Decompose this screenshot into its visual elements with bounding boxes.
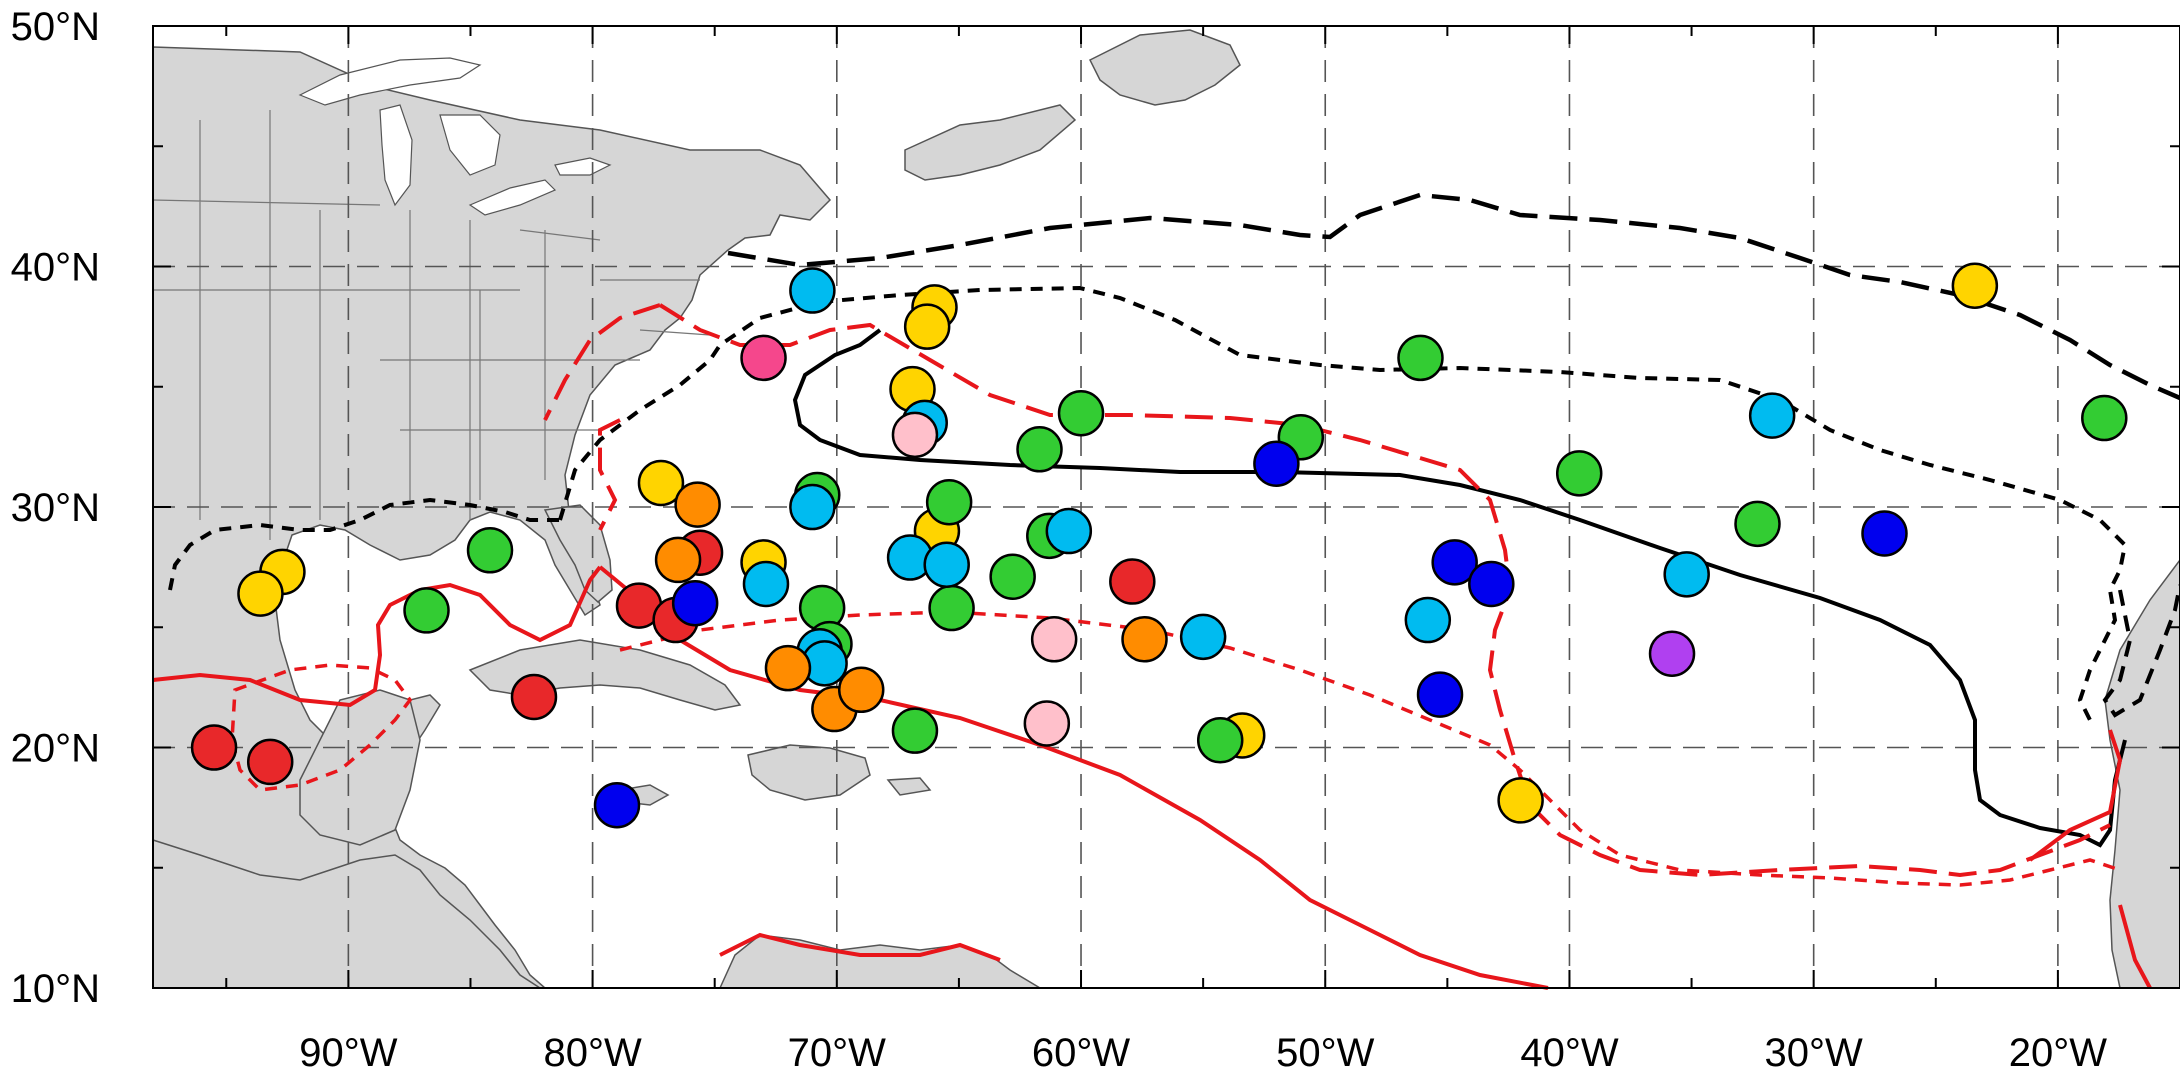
lake-superior bbox=[298, 57, 482, 106]
storm-marker bbox=[190, 724, 238, 771]
longitude-labels: 90°W 80°W 70°W 60°W 50°W 40°W 30°W 20°W bbox=[299, 1031, 2107, 1075]
graticule bbox=[153, 26, 2180, 988]
storm-marker bbox=[740, 334, 787, 382]
black-solid-ticker bbox=[2102, 584, 2180, 718]
florida-land bbox=[543, 504, 613, 604]
newfoundland-land bbox=[1088, 29, 1241, 106]
black-shortdash-contour bbox=[558, 285, 2128, 721]
red-longdash-contour-coast bbox=[543, 303, 661, 531]
lon-label: 70°W bbox=[788, 1031, 886, 1075]
red-solid-contour-gulf bbox=[152, 565, 602, 708]
storm-marker bbox=[789, 267, 836, 314]
lon-label: 50°W bbox=[1276, 1031, 1374, 1075]
black-longdash-contour bbox=[727, 192, 2180, 401]
storm-marker bbox=[246, 738, 294, 786]
storm-marker bbox=[671, 579, 719, 627]
lake-michigan bbox=[379, 104, 413, 207]
lat-label: 40°N bbox=[11, 246, 100, 290]
hispaniola-land bbox=[747, 744, 871, 801]
lake-ontario bbox=[554, 157, 612, 176]
red-solid-contour-south bbox=[719, 729, 2152, 989]
storm-marker bbox=[654, 536, 702, 584]
storm-marker bbox=[1431, 539, 1478, 586]
storm-marker bbox=[1030, 616, 1078, 663]
storm-marker bbox=[2081, 394, 2128, 442]
state-boundaries bbox=[152, 110, 711, 540]
storm-marker bbox=[1397, 334, 1444, 382]
storm-marker bbox=[923, 541, 970, 588]
storm-marker bbox=[1861, 510, 1908, 557]
storm-markers bbox=[190, 262, 2128, 829]
lon-label: 30°W bbox=[1765, 1031, 1863, 1075]
storm-marker bbox=[403, 587, 450, 634]
lake-huron bbox=[439, 114, 501, 176]
storm-marker bbox=[1253, 440, 1300, 487]
storm-marker bbox=[1663, 551, 1710, 598]
lat-label: 30°N bbox=[11, 486, 100, 530]
storm-marker bbox=[1748, 392, 1796, 439]
storm-marker bbox=[1023, 700, 1071, 747]
black-shortdash-contour-gulf bbox=[168, 497, 560, 591]
central-america-land bbox=[152, 838, 543, 989]
lat-label: 50°N bbox=[11, 5, 100, 49]
storm-marker bbox=[764, 644, 812, 692]
axis-ticks bbox=[153, 25, 2180, 989]
lon-label: 90°W bbox=[299, 1031, 397, 1075]
red-shortdash-contour bbox=[619, 610, 2121, 887]
storm-marker bbox=[1045, 507, 1093, 555]
storm-marker bbox=[1057, 389, 1105, 437]
red-solid-contour bbox=[598, 565, 1549, 990]
storm-marker bbox=[1734, 500, 1781, 548]
lon-label: 40°W bbox=[1520, 1031, 1618, 1075]
storm-marker bbox=[928, 584, 975, 632]
lon-label: 80°W bbox=[543, 1031, 641, 1075]
storm-marker bbox=[989, 553, 1036, 600]
latitude-labels: 50°N 40°N 30°N 20°N 10°N bbox=[11, 5, 100, 1011]
storm-marker bbox=[1648, 630, 1696, 677]
puerto-rico-land bbox=[886, 777, 932, 796]
storm-marker bbox=[1196, 717, 1244, 764]
storm-marker bbox=[1555, 450, 1603, 497]
storm-marker bbox=[637, 459, 685, 507]
storm-marker bbox=[1404, 596, 1452, 644]
storm-marker bbox=[237, 570, 284, 617]
storm-marker bbox=[1416, 671, 1464, 718]
storm-marker bbox=[925, 478, 973, 526]
lake-erie bbox=[468, 179, 557, 216]
storm-marker bbox=[1121, 616, 1168, 663]
storm-marker bbox=[903, 303, 951, 350]
storm-marker bbox=[1109, 558, 1156, 605]
storm-marker bbox=[837, 666, 885, 714]
storm-marker bbox=[1497, 777, 1544, 824]
storm-marker bbox=[466, 527, 514, 574]
storm-marker bbox=[1951, 262, 1999, 309]
nova-scotia-land bbox=[904, 104, 1077, 181]
storm-marker bbox=[1468, 560, 1515, 608]
lat-label: 20°N bbox=[11, 727, 100, 771]
lat-label: 10°N bbox=[11, 967, 100, 1011]
storm-marker bbox=[789, 483, 836, 531]
storm-marker bbox=[742, 560, 790, 608]
storm-marker bbox=[674, 481, 721, 528]
red-shortdash-contour-gulf bbox=[230, 663, 413, 792]
storm-marker bbox=[891, 411, 939, 459]
lon-label: 20°W bbox=[2009, 1031, 2107, 1075]
black-solid-contour bbox=[792, 328, 2127, 848]
storm-marker bbox=[510, 673, 558, 721]
storm-marker bbox=[1179, 613, 1227, 661]
storm-marker bbox=[593, 781, 641, 829]
storm-marker bbox=[1016, 426, 1063, 473]
storm-marker bbox=[891, 707, 939, 754]
lon-label: 60°W bbox=[1032, 1031, 1130, 1075]
